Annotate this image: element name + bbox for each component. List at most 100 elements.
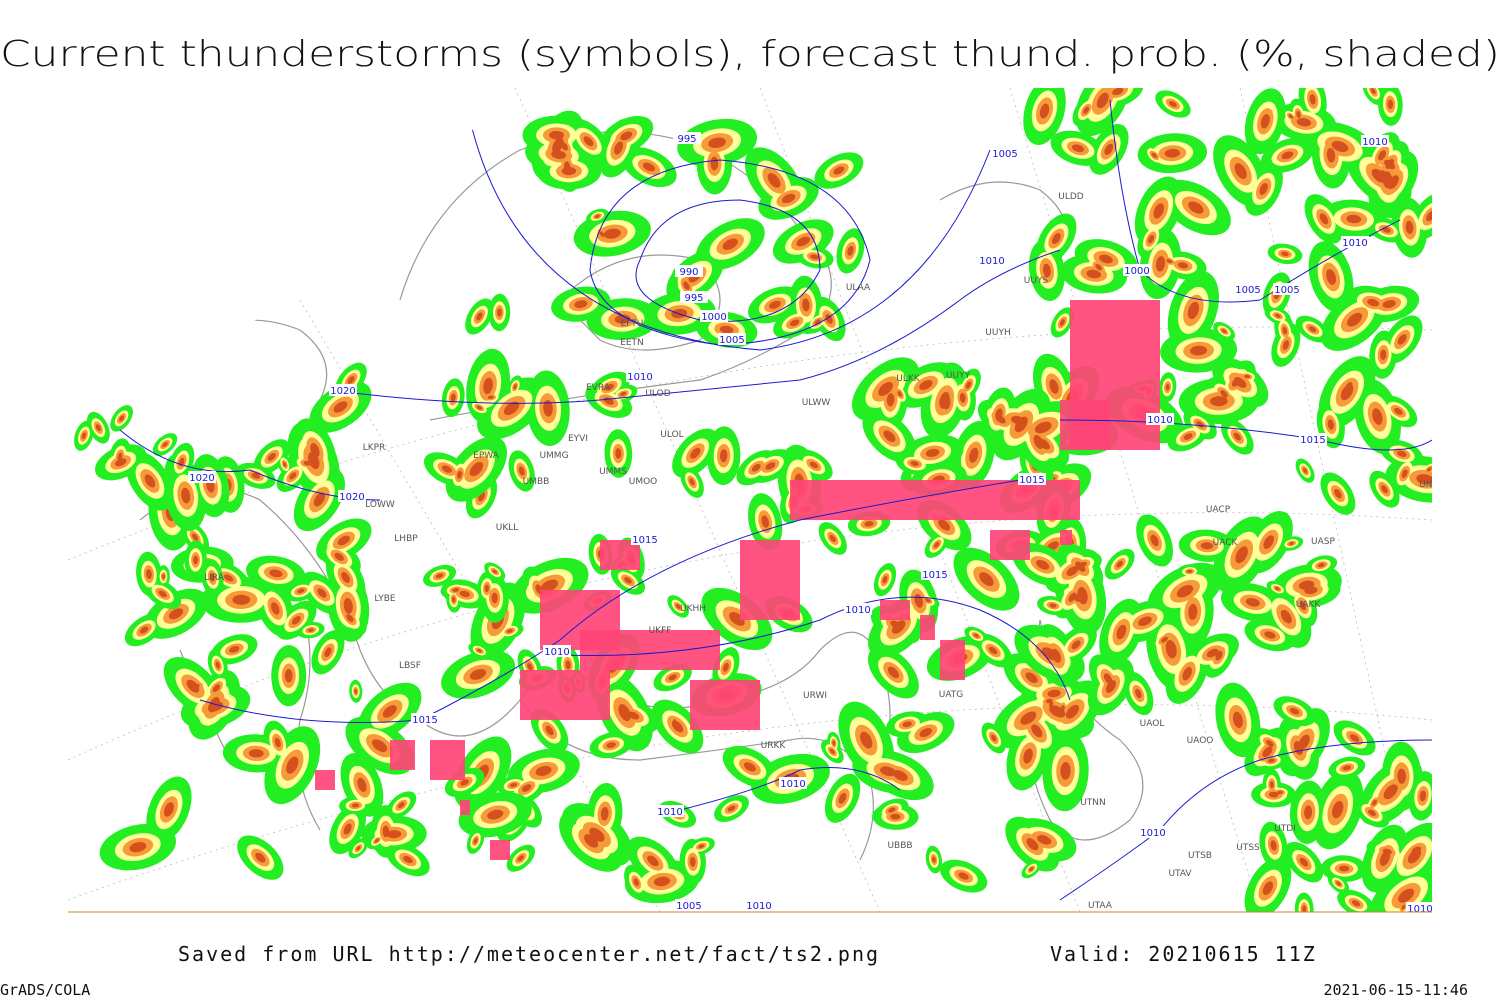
isobar-label: 995 xyxy=(684,293,703,304)
prob-shade xyxy=(207,701,224,712)
prob-shade xyxy=(163,802,174,817)
prob-shade xyxy=(594,214,600,218)
prob-shade xyxy=(1397,450,1407,457)
isobar-label-bg xyxy=(1234,283,1262,295)
isobar-label-bg xyxy=(543,645,571,657)
prob-shade xyxy=(910,461,919,467)
storm-symbols xyxy=(940,640,965,680)
prob-shade xyxy=(1245,598,1260,607)
station-code: UMMG xyxy=(539,451,568,461)
prob-shade xyxy=(882,576,888,584)
prob-shade xyxy=(398,802,405,809)
station-code: UUYS xyxy=(1024,276,1049,286)
isobar-label-bg xyxy=(1139,826,1167,838)
prob-shade xyxy=(1196,421,1204,428)
prob-shade xyxy=(1161,636,1168,643)
station-code: LBSF xyxy=(399,661,421,671)
station-code: UNBB xyxy=(1419,480,1445,490)
prob-shade xyxy=(1387,175,1399,190)
station-code: UMOO xyxy=(629,477,658,487)
prob-shade xyxy=(346,614,354,623)
prob-shade xyxy=(115,458,127,467)
prob-shade xyxy=(146,569,152,580)
prob-shade xyxy=(81,432,87,439)
prob-shade xyxy=(618,704,631,722)
prob-shade xyxy=(284,668,293,683)
prob-shade xyxy=(1235,546,1248,564)
prob-shade xyxy=(307,628,314,632)
prob-shade xyxy=(1332,800,1344,819)
prob-shade xyxy=(1169,100,1177,107)
isobar-label-bg xyxy=(745,899,773,911)
prob-shade xyxy=(1426,210,1432,222)
station-code: UAOO xyxy=(1187,736,1214,746)
prob-shade xyxy=(1071,144,1084,153)
prob-shade xyxy=(1060,761,1071,780)
station-code: UACK xyxy=(1213,538,1239,548)
isobar-label: 1020 xyxy=(330,386,355,397)
prob-shade xyxy=(719,449,728,463)
prob-shade xyxy=(809,461,819,469)
prob-shade xyxy=(925,448,940,458)
prob-shade xyxy=(374,838,379,843)
prob-shade xyxy=(1104,143,1114,155)
prob-shade xyxy=(1378,150,1387,161)
prob-shade xyxy=(708,137,726,149)
isobar-label-bg xyxy=(1018,473,1046,485)
prob-shade xyxy=(902,721,912,728)
prob-shade xyxy=(1186,569,1193,573)
prob-shade xyxy=(1072,594,1083,603)
prob-shade xyxy=(1066,566,1079,576)
prob-shade xyxy=(761,515,769,528)
station-code: UACP xyxy=(1206,505,1231,515)
prob-shade xyxy=(883,430,896,443)
prob-shade xyxy=(690,447,701,459)
prob-shade xyxy=(600,807,609,821)
prob-shade xyxy=(1034,421,1052,434)
prob-shade xyxy=(1233,432,1241,441)
prob-shade xyxy=(223,574,234,582)
prob-shade xyxy=(829,748,835,755)
prob-shade xyxy=(886,393,895,407)
prob-shade xyxy=(1083,106,1090,114)
prob-shade xyxy=(919,728,933,738)
prob-shade xyxy=(1153,203,1165,219)
prob-shade xyxy=(614,141,624,155)
prob-shade xyxy=(781,193,796,204)
isobar-label-bg xyxy=(656,805,684,817)
prob-shade xyxy=(1065,704,1080,719)
prob-shade xyxy=(193,555,199,565)
station-code: ULAA xyxy=(846,283,871,293)
prob-shade xyxy=(689,856,696,867)
prob-shade xyxy=(168,608,184,620)
prob-shade xyxy=(473,837,478,844)
station-code: ULDD xyxy=(1058,192,1084,202)
prob-shade xyxy=(1165,383,1170,391)
prob-shade xyxy=(356,846,361,851)
prob-shade xyxy=(1380,349,1387,361)
prob-shade xyxy=(560,141,568,151)
prob-shade xyxy=(1071,640,1081,650)
map-area: 995 990 995 1000 1005 1005 1010 1010 1020 1020 102… xyxy=(68,88,1445,912)
prob-shade xyxy=(307,451,320,470)
prob-shade xyxy=(1150,534,1159,547)
prob-shade xyxy=(789,319,800,327)
isobar-label: 1005 xyxy=(1235,285,1260,296)
prob-shade xyxy=(722,662,729,672)
prob-shade xyxy=(527,662,533,671)
station-code: UUYH xyxy=(985,328,1010,338)
prob-shade xyxy=(459,590,470,598)
map-title: Current thunderstorms (symbols), forecas… xyxy=(0,34,1500,75)
isobar-label-bg xyxy=(680,291,708,303)
isobar-label: 1005 xyxy=(1274,285,1299,296)
prob-shade xyxy=(543,399,553,417)
station-code: UASP xyxy=(1311,537,1335,547)
prob-shade xyxy=(1299,600,1307,611)
prob-shade xyxy=(1049,603,1057,608)
prob-shade xyxy=(1177,262,1189,269)
prob-shade xyxy=(487,395,494,400)
storm-symbols xyxy=(520,670,610,720)
prob-shade xyxy=(1035,559,1050,570)
prob-shade xyxy=(1327,419,1334,430)
isobar-label-bg xyxy=(978,254,1006,266)
